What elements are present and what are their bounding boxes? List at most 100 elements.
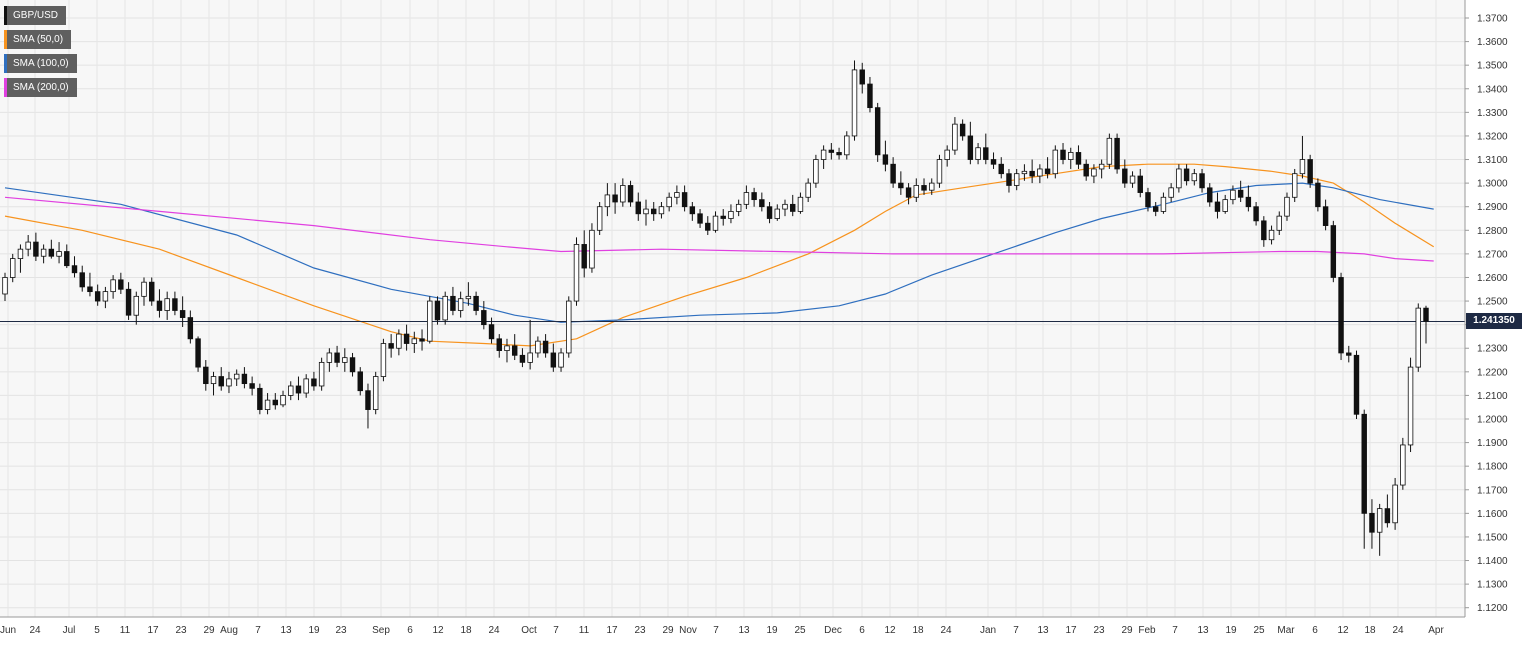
x-tick-label: 23 (1093, 625, 1105, 636)
candle-body (1315, 182, 1321, 208)
candle-down (203, 360, 209, 391)
candle-body (110, 279, 116, 293)
y-tick-label: 1.1800 (1477, 462, 1508, 473)
candle-down (249, 376, 255, 396)
candle-down (689, 201, 696, 221)
candle-body (1353, 354, 1360, 415)
candle-body (357, 371, 363, 392)
candle-body (658, 206, 665, 215)
legend-item-gbpusd[interactable]: GBP/USD (4, 6, 67, 25)
legend-item-sma50[interactable]: SMA (50,0) (4, 30, 72, 49)
candle-body (496, 338, 502, 351)
candle-body (627, 185, 634, 203)
x-tick-label: Jun (0, 625, 16, 636)
candle-down (882, 140, 889, 172)
candle-up (851, 60, 858, 141)
candle-down (550, 343, 557, 372)
candle-body (1091, 168, 1097, 177)
candle-body (898, 182, 904, 189)
candle-down (179, 296, 186, 328)
candle-body (735, 203, 742, 212)
candle-up (728, 204, 734, 224)
candle-body (542, 340, 549, 354)
candle-down (272, 393, 279, 410)
x-tick-label: 17 (147, 625, 159, 636)
candle-down (149, 277, 155, 306)
candle-body (488, 324, 495, 340)
candle-up (913, 178, 920, 202)
candle-body (1222, 199, 1228, 212)
candle-body (921, 185, 927, 191)
candle-down (581, 230, 587, 278)
x-tick-label: 17 (1065, 625, 1077, 636)
candle-down (1346, 345, 1352, 363)
candle-body (1137, 175, 1143, 193)
candle-body (620, 185, 626, 203)
candle-body (766, 206, 773, 219)
candle-up (1068, 147, 1074, 169)
candle-down (349, 352, 356, 377)
candle-down (898, 171, 904, 195)
x-tick-label: 18 (912, 625, 924, 636)
x-tick-label: 6 (1312, 625, 1318, 636)
candle-body (589, 229, 595, 269)
candle-body (249, 383, 255, 389)
candle-up (782, 199, 788, 217)
candle-body (1068, 152, 1074, 160)
candle-up (589, 223, 595, 273)
candle-body (728, 211, 734, 219)
candle-down (1237, 180, 1244, 202)
candle-down (1369, 499, 1375, 549)
candle-body (867, 83, 873, 109)
candle-up (1013, 168, 1020, 191)
legend-item-sma100[interactable]: SMA (100,0) (4, 54, 77, 73)
last-price-tag: 1.241350 (1466, 313, 1522, 330)
candle-body (1384, 508, 1391, 524)
candle-body (311, 378, 317, 387)
candle-body (666, 196, 672, 208)
candle-up (1392, 477, 1398, 530)
candle-body (1276, 215, 1282, 231)
candle-body (1423, 307, 1429, 322)
legend-item-sma200[interactable]: SMA (200,0) (4, 78, 77, 97)
candle-up (1376, 503, 1383, 556)
candle-up (1160, 192, 1167, 214)
candle-down (890, 157, 896, 188)
candle-down (1261, 216, 1267, 247)
candle-down (488, 317, 495, 344)
candle-up (1407, 357, 1414, 453)
candle-down (635, 192, 641, 221)
candle-up (411, 331, 418, 353)
candle-body (264, 399, 271, 410)
candle-up (735, 199, 742, 217)
x-tick-label: 7 (553, 625, 559, 636)
candle-up (558, 348, 564, 372)
candle-body (164, 298, 170, 311)
candle-down (218, 367, 224, 391)
candle-down (71, 256, 78, 278)
x-tick-label: 25 (794, 625, 806, 636)
candle-down (1152, 201, 1159, 217)
candle-up (40, 244, 47, 264)
candle-body (280, 395, 286, 406)
candle-up (975, 143, 981, 165)
candle-body (226, 378, 232, 387)
candle-body (782, 203, 788, 210)
candle-up (1400, 437, 1406, 490)
candle-body (1268, 229, 1275, 241)
candle-body (79, 272, 85, 288)
candle-down (64, 244, 70, 269)
candle-body (1253, 206, 1259, 222)
candle-body (712, 215, 719, 231)
x-tick-label: 19 (1225, 625, 1237, 636)
candle-body (936, 159, 943, 184)
candle-body (133, 295, 140, 316)
candle-body (419, 338, 425, 342)
candle-up (280, 390, 286, 408)
candle-body (596, 206, 603, 231)
candle-down (1207, 183, 1213, 207)
candle-up (465, 282, 472, 306)
candle-down (1029, 159, 1035, 184)
legend-swatch-sma50 (4, 30, 7, 49)
